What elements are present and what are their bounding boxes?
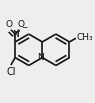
Text: −: − xyxy=(21,23,27,33)
Text: N: N xyxy=(12,30,19,39)
Text: CH₃: CH₃ xyxy=(77,33,93,42)
Text: N: N xyxy=(37,53,44,62)
Text: O: O xyxy=(18,20,25,29)
Text: +: + xyxy=(15,29,21,35)
Text: O: O xyxy=(5,20,12,29)
Text: Cl: Cl xyxy=(6,67,16,77)
